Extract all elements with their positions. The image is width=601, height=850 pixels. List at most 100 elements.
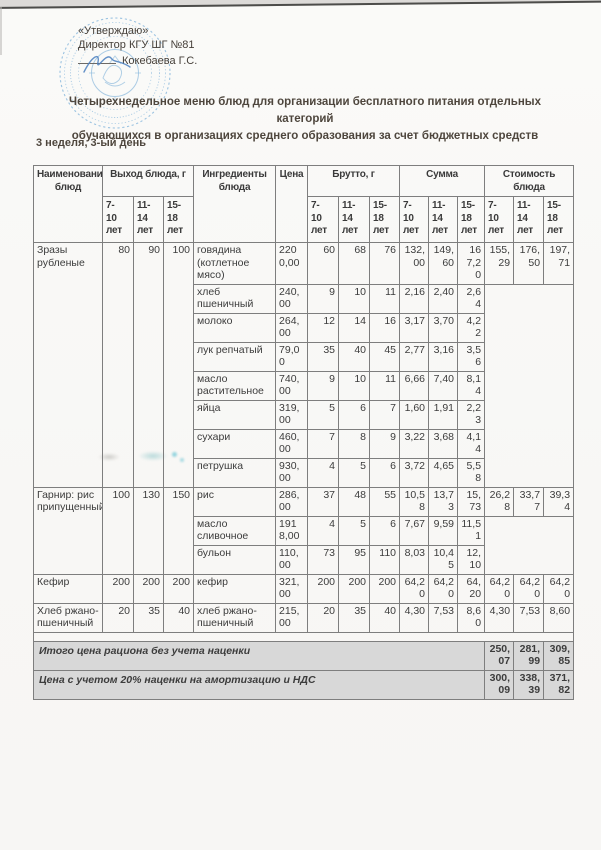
output-value: 200 bbox=[162, 573, 195, 604]
output-value: 100 bbox=[162, 242, 195, 488]
title-line-1: Четырехнедельное меню блюд для организац… bbox=[69, 96, 541, 125]
ingredient-row: Гарнир: рис припущенный 100 130 150 рис 286,0… bbox=[33, 486, 575, 575]
brutto-value: 76 bbox=[369, 242, 401, 285]
col-subheader-age: 11-14 лет bbox=[133, 196, 164, 243]
ingredient-row: бульон 110,00 73 95 110 8,03 10,45 12,10 bbox=[34, 544, 574, 575]
totals-label: Итого цена рациона без учета наценки bbox=[32, 640, 486, 671]
dish-name: Кефир bbox=[33, 573, 103, 604]
col-subheader-age: 11-14 лет bbox=[428, 196, 459, 243]
sum-value: 4,30 bbox=[399, 602, 430, 633]
brutto-value: 45 bbox=[369, 341, 401, 372]
sum-value: 10,45 bbox=[428, 544, 459, 575]
totals-label: Цена с учетом 20% наценки на амортизацию… bbox=[32, 669, 486, 700]
approval-block: «Утверждаю» Директор КГУ ШГ №81 Кокебаев… bbox=[78, 24, 197, 68]
totals-row: Цена с учетом 20% наценки на амортизацию… bbox=[32, 669, 575, 700]
brutto-value: 4 bbox=[307, 515, 340, 546]
col-subheader-age: 15-18 лет bbox=[543, 196, 575, 243]
output-value: 20 bbox=[102, 602, 134, 633]
col-subheader-age: 7-10 лет bbox=[399, 196, 430, 243]
signature-line bbox=[78, 52, 116, 64]
col-header-price: Цена bbox=[275, 165, 309, 243]
approver-position: Директор КГУ ШГ №81 bbox=[78, 39, 195, 51]
brutto-value: 7 bbox=[369, 399, 401, 430]
brutto-value: 10 bbox=[338, 283, 371, 314]
cost-value: 64,20 bbox=[484, 573, 515, 604]
ingredient-row: молоко 264,00 12 14 16 3,17 3,70 4,22 bbox=[34, 312, 574, 343]
sum-value: 8,03 bbox=[399, 544, 430, 575]
totals-value: 300,09 bbox=[484, 669, 515, 700]
brutto-value: 68 bbox=[338, 242, 371, 285]
sum-value: 1,91 bbox=[428, 399, 459, 430]
brutto-value: 40 bbox=[338, 341, 371, 372]
ingredient-name: хлеб ржано-пшеничный bbox=[193, 602, 277, 633]
brutto-value: 5 bbox=[338, 515, 371, 546]
sum-value: 64,20 bbox=[399, 573, 430, 604]
ingredient-name: яйца bbox=[193, 399, 277, 430]
ingredient-name: говядина (котлетное мясо) bbox=[193, 242, 277, 285]
totals-value: 250,07 bbox=[484, 640, 515, 671]
brutto-value: 55 bbox=[369, 486, 401, 517]
week-day-label: 3 неделя, 3-ый день bbox=[36, 137, 147, 149]
cost-value: 39,34 bbox=[543, 486, 575, 517]
brutto-value: 16 bbox=[369, 312, 401, 343]
brutto-value: 60 bbox=[307, 242, 340, 285]
brutto-value: 6 bbox=[369, 515, 401, 546]
brutto-value: 4 bbox=[307, 457, 340, 488]
cost-empty-cell bbox=[484, 515, 575, 575]
totals-value: 309,85 bbox=[543, 640, 575, 671]
brutto-value: 95 bbox=[338, 544, 371, 575]
dish-name: Хлеб ржано-пшеничный bbox=[33, 602, 103, 633]
signer-name: Кокебаева Г.С. bbox=[122, 55, 198, 67]
price-value: 460,00 bbox=[275, 428, 309, 459]
brutto-value: 12 bbox=[307, 312, 340, 343]
ingredient-name: петрушка bbox=[193, 457, 277, 488]
output-value: 80 bbox=[102, 242, 134, 488]
sum-value: 7,53 bbox=[428, 602, 459, 633]
sum-value: 3,72 bbox=[399, 457, 430, 488]
price-value: 740,00 bbox=[275, 370, 309, 401]
ingredient-name: лук репчатый bbox=[193, 341, 277, 372]
sum-value: 6,66 bbox=[399, 370, 430, 401]
cost-empty-cell bbox=[484, 283, 575, 488]
ingredient-row: лук репчатый 79,00 35 40 45 2,77 3,16 3,56 bbox=[34, 341, 574, 372]
ingredient-name: хлеб пшеничный bbox=[193, 283, 277, 314]
cost-value: 33,77 bbox=[513, 486, 545, 517]
brutto-value: 20 bbox=[307, 602, 340, 633]
cost-value: 176,50 bbox=[513, 242, 545, 285]
sum-value: 3,70 bbox=[428, 312, 459, 343]
cost-value: 64,20 bbox=[513, 573, 545, 604]
col-subheader-age: 7-10 лет bbox=[484, 196, 515, 243]
cost-value: 26,28 bbox=[484, 486, 515, 517]
approval-stamp bbox=[59, 17, 171, 129]
brutto-value: 40 bbox=[369, 602, 401, 633]
dish-name: Зразы рубленые bbox=[33, 242, 103, 488]
ingredient-row: хлеб пшеничный 240,00 9 10 11 2,16 2,40 2,64 bbox=[34, 283, 575, 488]
header-row-ages: 7-10 лет 11-14 лет 15-18 лет 7-10 лет 11… bbox=[34, 196, 575, 243]
ingredient-name: рис bbox=[193, 486, 277, 517]
spacer-row bbox=[32, 631, 575, 642]
price-value: 930,00 bbox=[275, 457, 309, 488]
price-value: 319,00 bbox=[275, 399, 309, 430]
ingredient-row: Хлеб ржано-пшеничный 20 35 40 хлеб ржано-пше… bbox=[33, 602, 575, 633]
sum-value: 7,67 bbox=[399, 515, 430, 546]
brutto-value: 110 bbox=[369, 544, 401, 575]
col-header-cost: Стоимость блюда bbox=[484, 165, 575, 197]
output-value: 90 bbox=[133, 242, 164, 488]
menu-table-body: Зразы рубленые 80 90 100 говядина (котлетное… bbox=[32, 242, 575, 700]
brutto-value: 10 bbox=[338, 370, 371, 401]
col-subheader-age: 11-14 лет bbox=[513, 196, 545, 243]
ingredient-row: сухари 460,00 7 8 9 3,22 3,68 4,14 bbox=[34, 428, 574, 459]
sum-value: 3,22 bbox=[399, 428, 430, 459]
ingredient-row: Зразы рубленые 80 90 100 говядина (котлетное… bbox=[33, 242, 575, 488]
sum-value: 132,00 bbox=[399, 242, 430, 285]
col-header-output: Выход блюда, г bbox=[101, 165, 195, 197]
sum-value: 10,58 bbox=[399, 486, 430, 517]
brutto-value: 11 bbox=[369, 283, 401, 314]
sum-value: 4,14 bbox=[457, 428, 486, 459]
ingredient-name: масло сливочное bbox=[193, 515, 277, 546]
totals-value: 371,82 bbox=[543, 669, 575, 700]
brutto-value: 11 bbox=[369, 370, 401, 401]
col-header-ingredients: Ингредиенты блюда bbox=[193, 165, 277, 243]
col-header-brutto: Брутто, г bbox=[307, 165, 401, 197]
